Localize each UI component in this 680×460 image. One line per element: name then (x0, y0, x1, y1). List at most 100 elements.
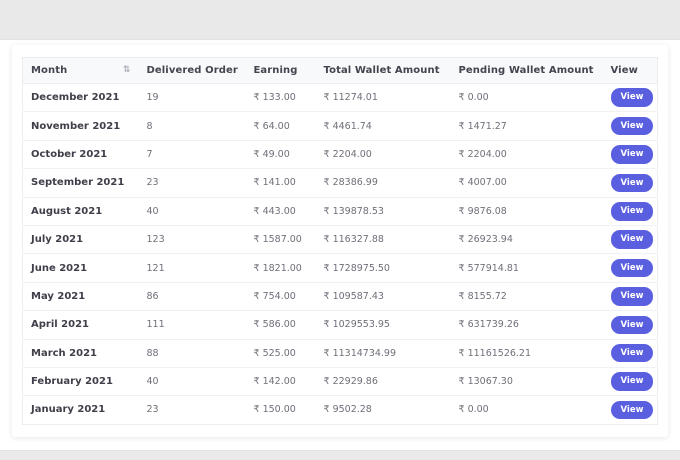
table-row: September 2021 23 ₹ 141.00 ₹ 28386.99 ₹ … (22, 168, 658, 198)
table-row: May 2021 86 ₹ 754.00 ₹ 109587.43 ₹ 8155.… (22, 282, 658, 312)
month-cell: November 2021 (22, 111, 139, 141)
total-wallet-cell: ₹ 139878.53 (315, 197, 451, 226)
view-button[interactable]: View (610, 372, 654, 391)
view-cell: View (602, 253, 658, 283)
total-wallet-cell: ₹ 28386.99 (315, 168, 451, 198)
total-wallet-cell: ₹ 1029553.95 (315, 310, 451, 340)
view-button[interactable]: View (610, 116, 654, 136)
view-cell: View (602, 282, 658, 312)
pending-wallet-cell: ₹ 1471.27 (450, 111, 603, 141)
month-cell: February 2021 (22, 367, 139, 397)
view-button[interactable]: View (610, 315, 654, 335)
column-header-month[interactable]: Month ⇅ (22, 57, 139, 84)
pending-wallet-cell: ₹ 631739.26 (450, 310, 603, 340)
month-cell: September 2021 (22, 168, 139, 198)
total-wallet-cell: ₹ 1728975.50 (315, 253, 451, 283)
month-cell: January 2021 (31, 404, 106, 416)
pending-wallet-cell: ₹ 9876.08 (450, 197, 603, 226)
view-cell: View (602, 168, 658, 198)
month-cell: July 2021 (22, 225, 139, 255)
total-wallet-cell: ₹ 9502.28 (323, 404, 372, 416)
table-row: December 2021 19 ₹ 133.00 ₹ 11274.01 ₹ 0… (22, 83, 658, 113)
delivered-order-cell: 86 (138, 282, 246, 312)
total-wallet-cell: ₹ 116327.88 (315, 225, 451, 255)
earning-cell: ₹ 133.00 (245, 83, 316, 113)
column-header-earning: Earning (245, 57, 316, 84)
table-body: December 2021 19 ₹ 133.00 ₹ 11274.01 ₹ 0… (22, 83, 658, 425)
view-button[interactable]: View (610, 230, 654, 249)
table-row: October 2021 7 ₹ 49.00 ₹ 2204.00 ₹ 2204.… (22, 140, 658, 170)
delivered-order-cell: 88 (138, 339, 246, 368)
pending-wallet-cell: ₹ 4007.00 (450, 168, 603, 198)
view-button[interactable]: View (610, 145, 654, 164)
view-cell: View (602, 310, 658, 340)
view-cell: View (602, 83, 658, 113)
delivered-order-cell: 23 (146, 404, 159, 416)
earning-cell: ₹ 586.00 (245, 310, 316, 340)
total-wallet-cell: ₹ 4461.74 (315, 111, 451, 141)
table-row: July 2021 123 ₹ 1587.00 ₹ 116327.88 ₹ 26… (22, 225, 658, 255)
view-cell: View (602, 140, 658, 170)
table-row: November 2021 8 ₹ 64.00 ₹ 4461.74 ₹ 1471… (22, 111, 658, 141)
column-header-view: View (602, 57, 658, 84)
delivered-order-cell: 8 (138, 111, 246, 141)
wallet-table-card: Month ⇅ Delivered Order Earning Total Wa… (12, 45, 668, 437)
view-cell: View (602, 111, 658, 141)
table-row: March 2021 88 ₹ 525.00 ₹ 11314734.99 ₹ 1… (22, 339, 658, 368)
earning-cell: ₹ 150.00 (253, 404, 296, 416)
month-cell: June 2021 (22, 253, 139, 283)
view-button[interactable]: View (610, 88, 654, 107)
month-cell: December 2021 (22, 83, 139, 113)
earning-cell: ₹ 754.00 (245, 282, 316, 312)
sort-icon[interactable]: ⇅ (122, 65, 131, 75)
top-bar (0, 0, 680, 40)
view-cell: View (602, 339, 658, 368)
earning-cell: ₹ 1587.00 (245, 225, 316, 255)
delivered-order-cell: 121 (138, 253, 246, 283)
pending-wallet-cell: ₹ 577914.81 (450, 253, 603, 283)
table-header: Month ⇅ Delivered Order Earning Total Wa… (22, 57, 658, 84)
view-cell: View (602, 225, 658, 255)
total-wallet-cell: ₹ 2204.00 (315, 140, 451, 170)
earning-cell: ₹ 49.00 (245, 140, 316, 170)
view-button[interactable]: View (610, 258, 654, 278)
earning-cell: ₹ 443.00 (245, 197, 316, 226)
view-cell: View (602, 367, 658, 397)
delivered-order-cell: 123 (138, 225, 246, 255)
delivered-order-cell: 111 (138, 310, 246, 340)
pending-wallet-cell: ₹ 26923.94 (450, 225, 603, 255)
earning-cell: ₹ 64.00 (245, 111, 316, 141)
month-cell: May 2021 (22, 282, 139, 312)
view-button[interactable]: View (610, 287, 654, 306)
view-button[interactable]: View (610, 202, 654, 221)
table-row: August 2021 40 ₹ 443.00 ₹ 139878.53 ₹ 98… (22, 197, 658, 226)
total-wallet-cell: ₹ 109587.43 (315, 282, 451, 312)
pending-wallet-cell: ₹ 0.00 (458, 404, 489, 416)
monthly-wallet-table: Month ⇅ Delivered Order Earning Total Wa… (22, 57, 658, 425)
view-cell: View (602, 197, 658, 226)
month-cell: August 2021 (22, 197, 139, 226)
month-cell: April 2021 (22, 310, 139, 340)
view-button[interactable]: View (610, 173, 654, 193)
column-header-delivered-order: Delivered Order (138, 57, 246, 84)
table-row: April 2021 111 ₹ 586.00 ₹ 1029553.95 ₹ 6… (22, 310, 658, 340)
pending-wallet-cell: ₹ 2204.00 (450, 140, 603, 170)
pending-wallet-cell: ₹ 8155.72 (450, 282, 603, 312)
table-row: February 2021 40 ₹ 142.00 ₹ 22929.86 ₹ 1… (22, 367, 658, 397)
earning-cell: ₹ 525.00 (245, 339, 316, 368)
earning-cell: ₹ 141.00 (245, 168, 316, 198)
delivered-order-cell: 7 (138, 140, 246, 170)
view-button[interactable]: View (610, 343, 654, 363)
earning-cell: ₹ 1821.00 (245, 253, 316, 283)
bottom-bar (0, 450, 680, 460)
pending-wallet-cell: ₹ 0.00 (450, 83, 603, 113)
table-row: January 2021 23 ₹ 150.00 ₹ 9502.28 ₹ 0.0… (23, 396, 658, 424)
header-row: Month ⇅ Delivered Order Earning Total Wa… (22, 57, 658, 84)
delivered-order-cell: 23 (138, 168, 246, 198)
total-wallet-cell: ₹ 11274.01 (315, 83, 451, 113)
view-button[interactable]: View (610, 400, 654, 420)
month-cell: March 2021 (22, 339, 139, 368)
total-wallet-cell: ₹ 22929.86 (315, 367, 451, 397)
total-wallet-cell: ₹ 11314734.99 (315, 339, 451, 368)
column-header-pending-wallet: Pending Wallet Amount (450, 57, 603, 84)
